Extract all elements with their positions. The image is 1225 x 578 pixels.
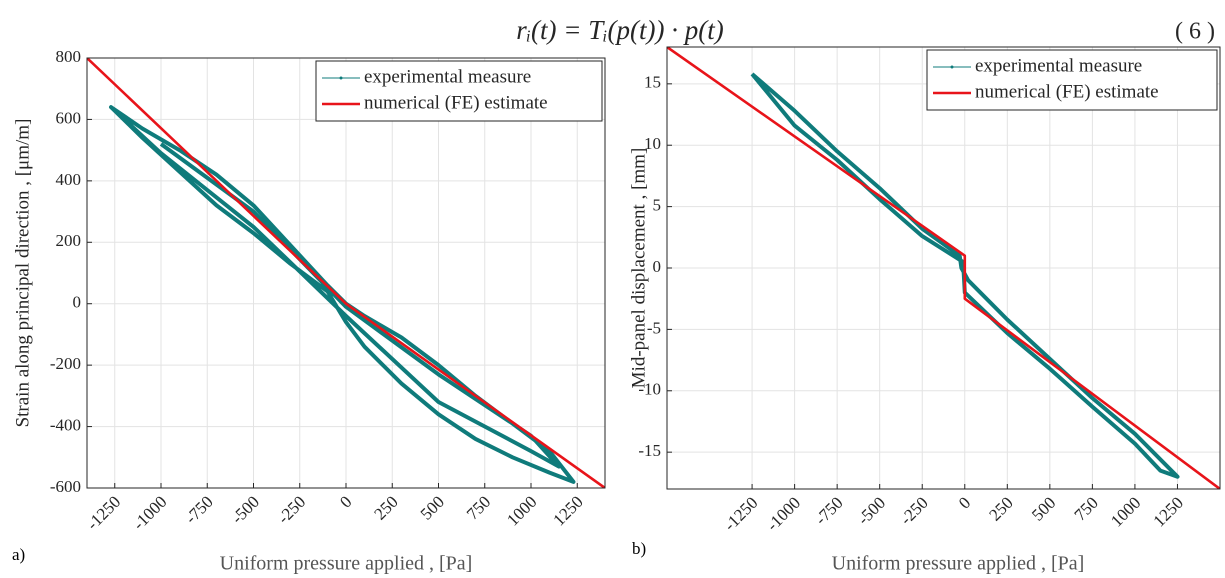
y-axis-label: Mid-panel displacement , [mm] [628, 148, 649, 389]
x-tick-label: 500 [1028, 493, 1059, 524]
legend-label: experimental measure [364, 66, 531, 87]
x-tick-label: 750 [1071, 493, 1102, 524]
y-tick-label: -200 [50, 354, 81, 373]
x-tick-label: -1000 [763, 493, 804, 534]
legend-box [926, 49, 1218, 111]
x-axis-label: Uniform pressure applied , [Pa] [220, 553, 473, 575]
x-tick-label: -1000 [129, 492, 170, 533]
panel-label: a) [12, 545, 25, 564]
y-tick-label: 10 [644, 134, 661, 153]
x-tick-label: -1250 [720, 493, 761, 534]
x-tick-label: -1250 [83, 492, 124, 533]
legend-label: numerical (FE) estimate [975, 81, 1159, 102]
y-axis-label: Strain along principal direction , [μm/m… [12, 119, 33, 428]
x-tick-label: -250 [274, 492, 309, 527]
x-tick-label: 0 [336, 492, 355, 511]
x-tick-label: 250 [370, 492, 401, 523]
legend-marker [950, 65, 954, 69]
x-tick-label: 500 [417, 492, 448, 523]
y-tick-label: 5 [653, 196, 662, 215]
x-tick-label: 1250 [1150, 493, 1187, 530]
legend-label: numerical (FE) estimate [364, 92, 548, 113]
legend-label: experimental measure [975, 55, 1142, 76]
y-tick-label: 0 [653, 257, 662, 276]
x-tick-label: 250 [985, 493, 1016, 524]
y-tick-label: 15 [644, 73, 661, 92]
x-tick-label: 0 [955, 493, 974, 512]
panel-label: b) [632, 539, 646, 558]
x-tick-label: -750 [181, 492, 216, 527]
x-tick-label: 1000 [503, 492, 540, 529]
y-tick-label: -5 [647, 318, 661, 337]
y-tick-label: 600 [56, 108, 82, 127]
y-tick-label: -15 [638, 441, 661, 460]
y-tick-label: 200 [56, 231, 82, 250]
y-tick-label: -400 [50, 415, 81, 434]
x-tick-label: 1000 [1107, 493, 1144, 530]
y-tick-label: -10 [638, 380, 661, 399]
plot-frame [666, 46, 1221, 490]
x-tick-label: -500 [854, 493, 889, 528]
data-line [667, 47, 1220, 489]
equation: rᵢ(t) = Tᵢ(p(t)) · p(t) [516, 15, 723, 45]
x-tick-label: -750 [811, 493, 846, 528]
legend-marker [339, 76, 343, 80]
x-tick-label: -250 [896, 493, 931, 528]
x-tick-label: -500 [228, 492, 263, 527]
x-axis-label: Uniform pressure applied , [Pa] [832, 553, 1085, 575]
x-tick-label: 1250 [549, 492, 586, 529]
data-line [87, 58, 605, 488]
data-line [750, 72, 1180, 479]
y-tick-label: 800 [56, 47, 82, 66]
equation-number: ( 6 ) [1175, 19, 1215, 45]
y-tick-label: -600 [50, 477, 81, 496]
x-tick-label: 750 [463, 492, 494, 523]
data-line [109, 105, 576, 484]
legend-box [315, 60, 603, 122]
y-tick-label: 400 [56, 170, 82, 189]
y-tick-label: 0 [73, 293, 82, 312]
plot-frame [86, 57, 606, 489]
